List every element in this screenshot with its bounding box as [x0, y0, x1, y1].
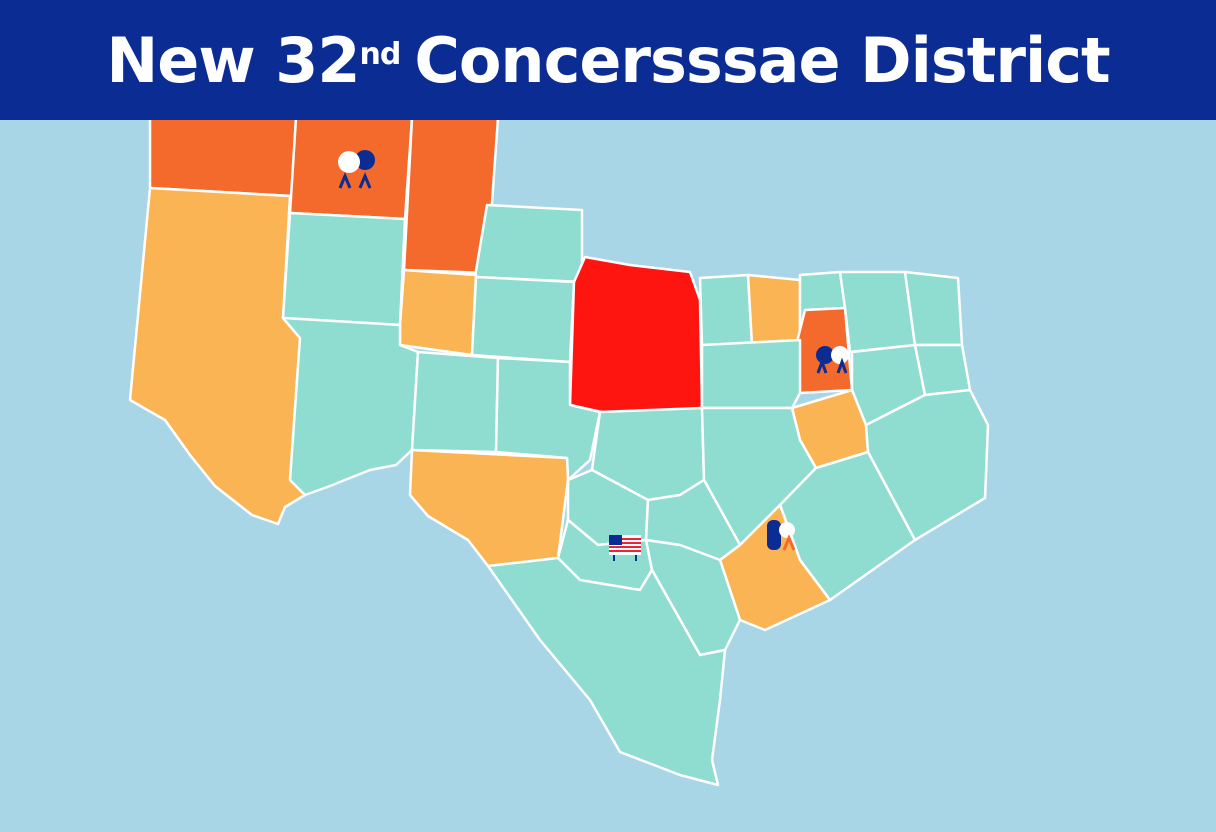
title: Concersssae District — [414, 23, 1110, 97]
district — [903, 270, 964, 347]
district — [281, 316, 420, 497]
voter-icon — [816, 346, 849, 374]
district — [838, 270, 917, 354]
district — [700, 338, 802, 410]
district — [281, 211, 407, 327]
district — [410, 350, 500, 454]
flag-icon — [609, 535, 641, 561]
district — [746, 273, 802, 347]
district — [148, 116, 298, 198]
district — [473, 203, 584, 284]
district — [494, 356, 602, 482]
district — [568, 255, 704, 417]
district — [398, 268, 478, 357]
voter-icon — [767, 520, 796, 551]
district — [718, 503, 832, 632]
district — [128, 186, 307, 526]
voter-icon — [338, 150, 375, 189]
district — [470, 275, 576, 364]
title-suffix: nd — [359, 36, 401, 72]
districts — [128, 116, 990, 787]
district — [913, 343, 972, 397]
district — [698, 273, 754, 347]
district — [486, 556, 727, 787]
title: New 32 — [106, 23, 360, 97]
district — [408, 448, 570, 568]
